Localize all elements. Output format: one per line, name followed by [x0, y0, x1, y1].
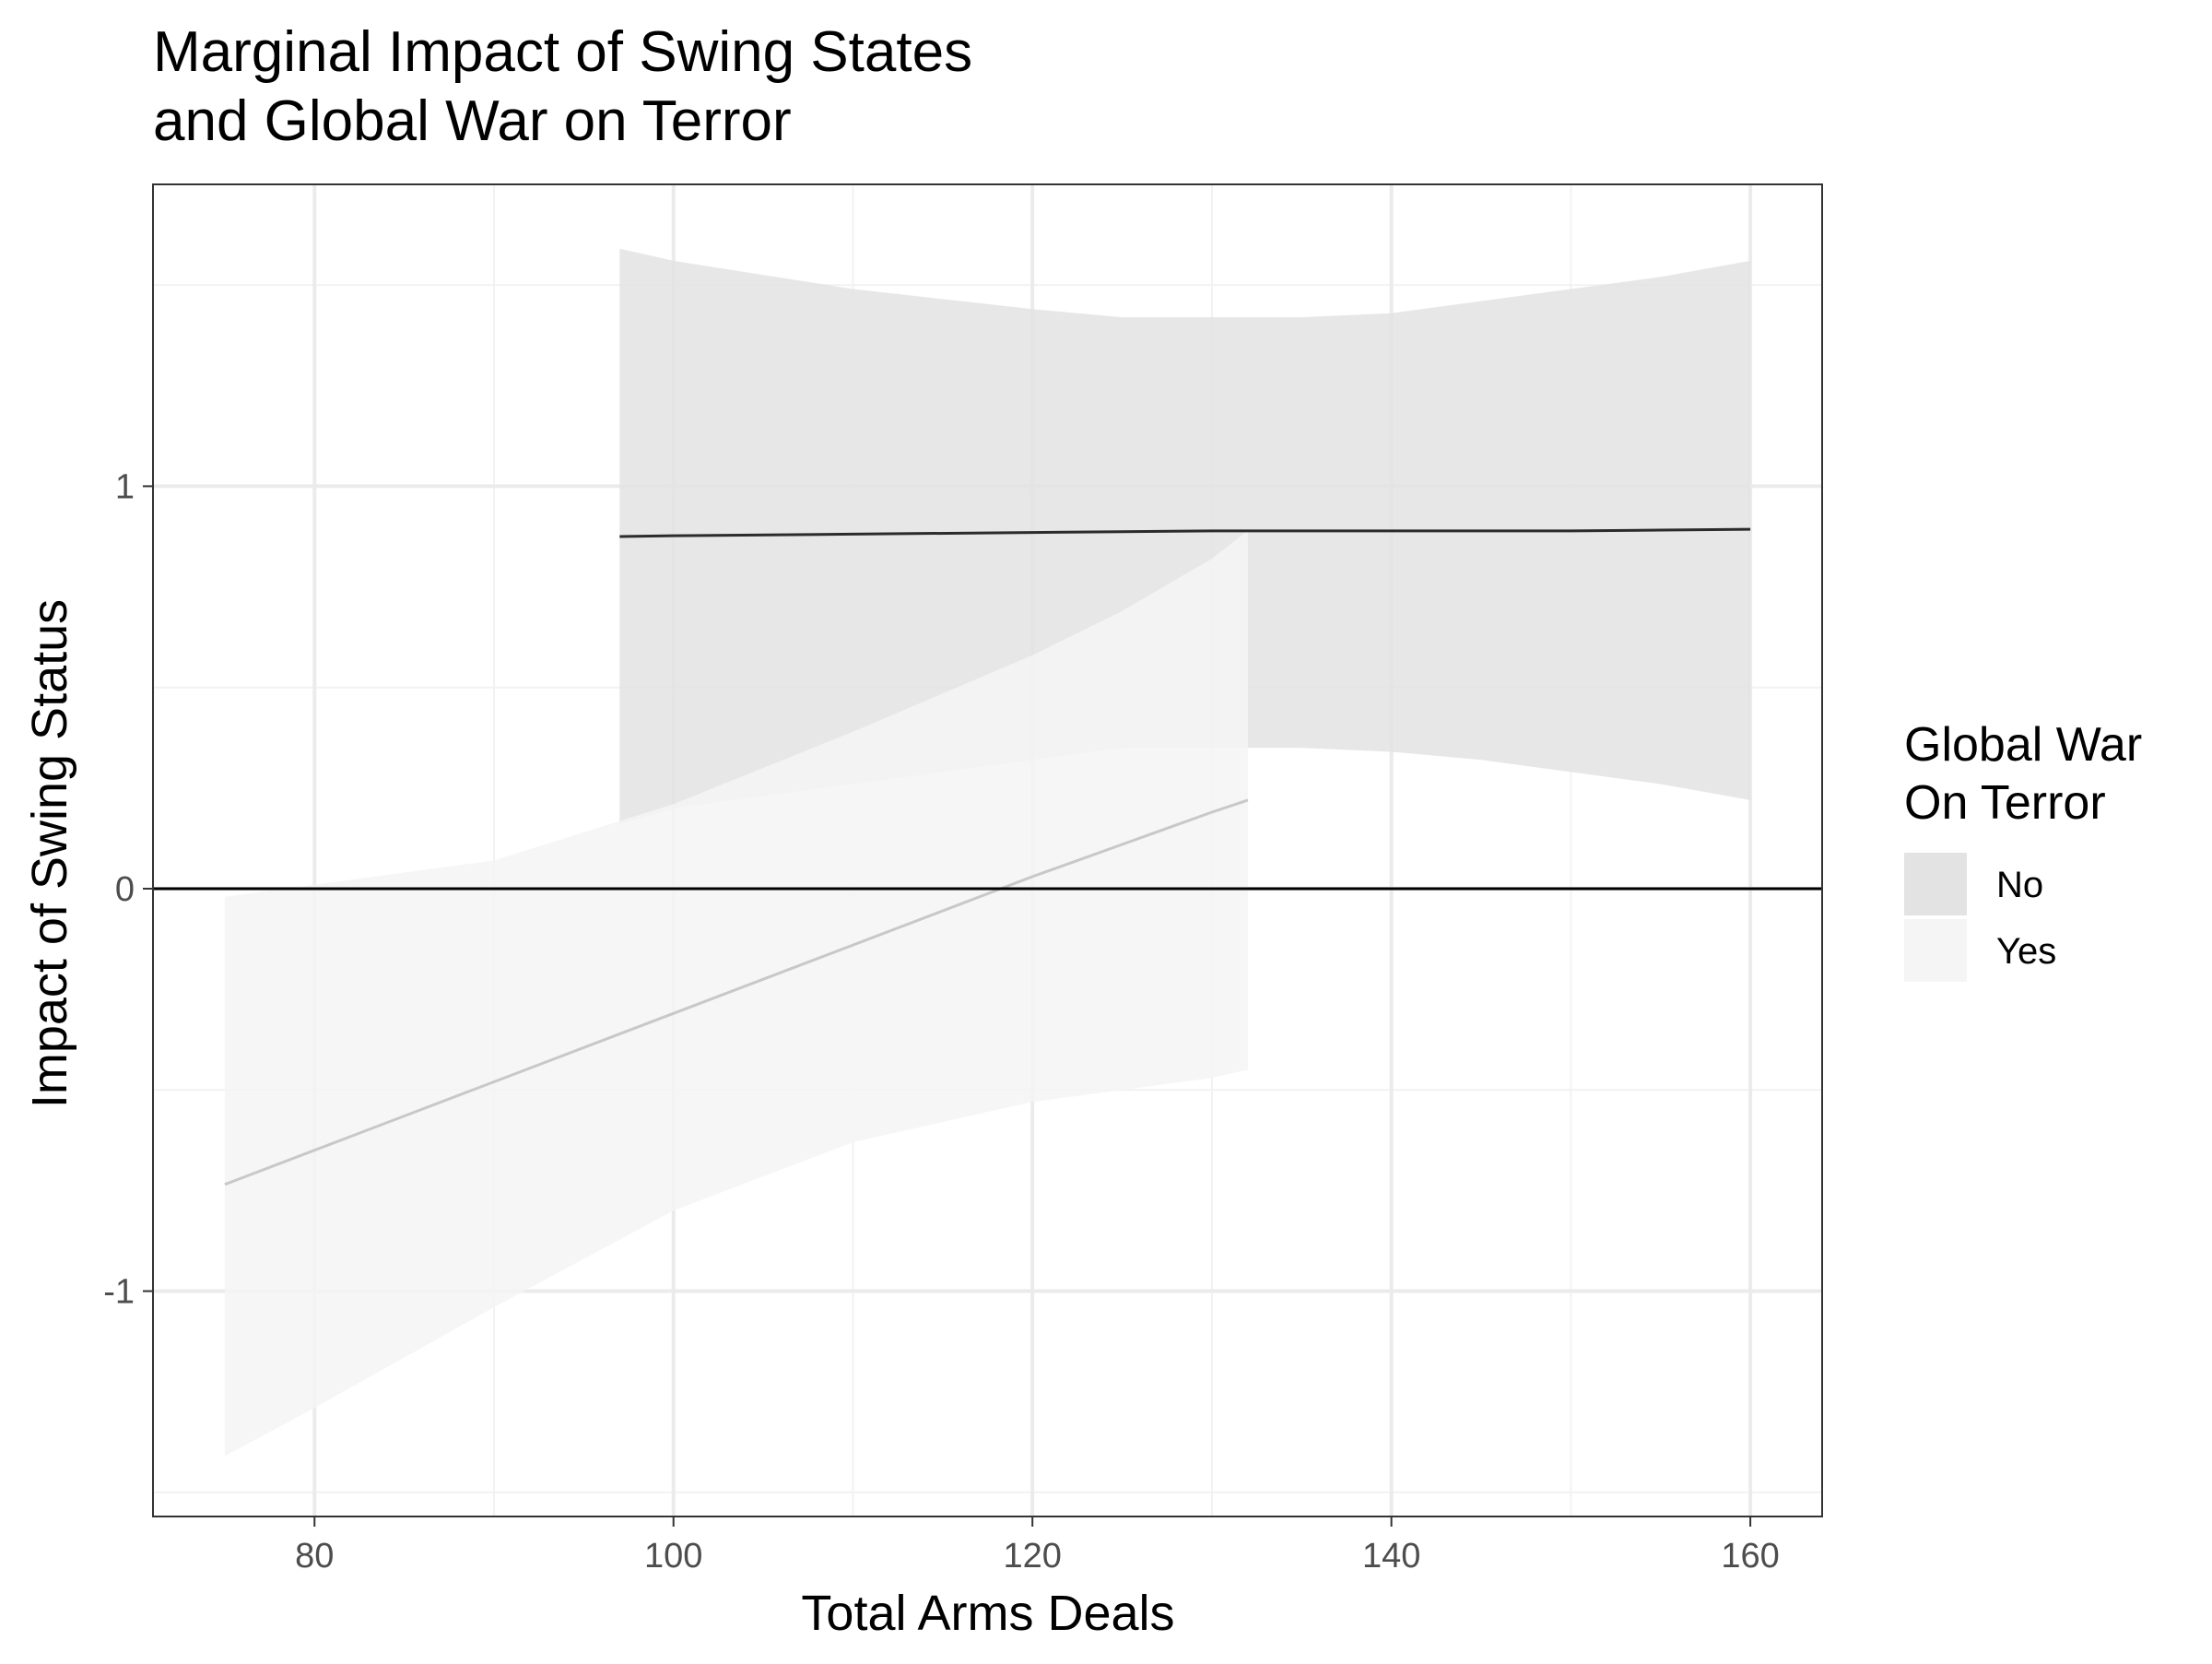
- x-tick-label: 120: [1003, 1537, 1061, 1575]
- legend-title-line-1: Global War: [1904, 718, 2142, 772]
- chart-title-line-1: Marginal Impact of Swing States: [153, 20, 972, 84]
- y-tick-label: 1: [115, 467, 135, 506]
- y-axis: -1 0 1: [103, 467, 153, 1312]
- y-tick-label: -1: [103, 1273, 135, 1312]
- y-tick-label: 0: [115, 870, 135, 909]
- x-tick-label: 160: [1721, 1537, 1779, 1575]
- legend: Global War On Terror No Yes: [1904, 718, 2142, 982]
- plot-panel-border: [152, 183, 1823, 1517]
- legend-swatch-no: [1904, 853, 1967, 915]
- chart-title-line-2: and Global War on Terror: [153, 89, 792, 153]
- legend-swatch-yes: [1904, 919, 1967, 982]
- y-axis-title: Impact of Swing Status: [22, 599, 77, 1108]
- x-axis-title: Total Arms Deals: [801, 1586, 1174, 1641]
- confidence-ribbons: [224, 248, 1751, 1457]
- legend-items: No Yes: [1904, 853, 2056, 982]
- ribbon-no: [619, 248, 1751, 825]
- legend-label-yes: Yes: [1996, 931, 2056, 972]
- series-lines: [224, 527, 1751, 1186]
- legend-label-no: No: [1996, 865, 2043, 905]
- x-tick-label: 140: [1362, 1537, 1420, 1575]
- legend-title-line-2: On Terror: [1904, 776, 2106, 830]
- ribbon-yes: [224, 530, 1248, 1457]
- x-tick-label: 100: [644, 1537, 702, 1575]
- series-line-yes: [224, 798, 1249, 1186]
- series-line-no: [619, 527, 1751, 538]
- x-tick-label: 80: [295, 1537, 334, 1575]
- x-axis: 80 100 120 140 160: [295, 1516, 1780, 1575]
